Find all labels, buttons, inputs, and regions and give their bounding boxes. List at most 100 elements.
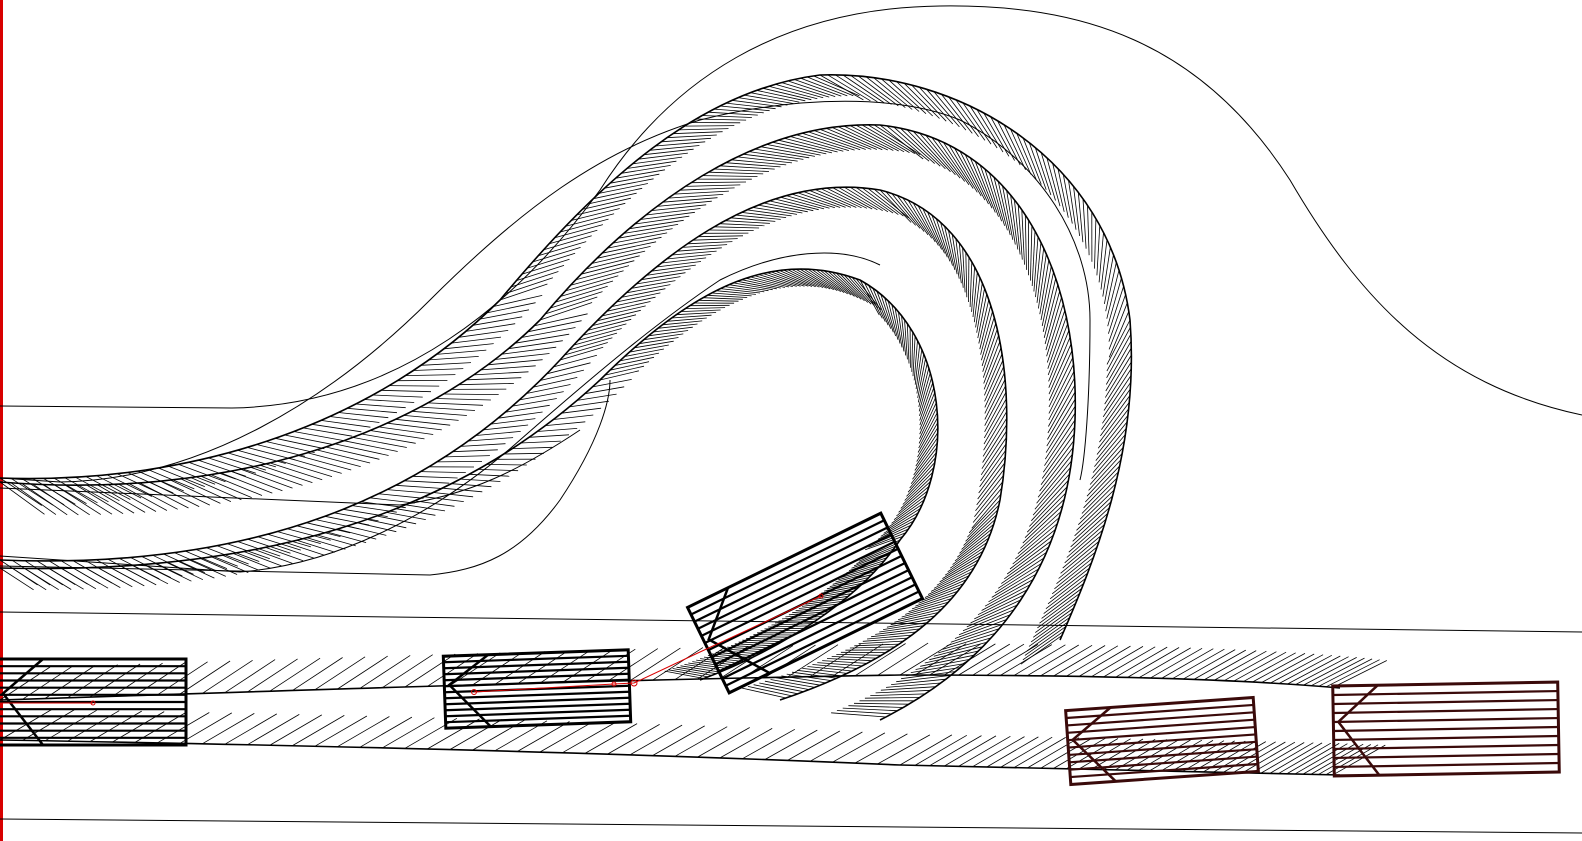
- fan-line: [901, 315, 907, 356]
- fan-line: [1048, 357, 1074, 408]
- fan-line: [918, 407, 938, 444]
- fan-line: [36, 560, 76, 585]
- fan-line: [1028, 142, 1047, 190]
- hatch-line: [1333, 752, 1559, 760]
- fan-line: [661, 137, 712, 143]
- fan-line: [915, 590, 958, 607]
- fan-line: [938, 637, 992, 654]
- hatch-line: [1333, 734, 1559, 742]
- fan-line: [698, 235, 744, 238]
- fan-line: [615, 169, 666, 179]
- fan-line: [1066, 524, 1105, 558]
- fan-line: [954, 533, 991, 562]
- fan-line: [480, 365, 536, 371]
- fan-outer-loop: [0, 124, 1077, 721]
- fan-line: [1105, 347, 1132, 392]
- fan-line: [1252, 742, 1305, 774]
- fan-line: [912, 447, 938, 480]
- fan-line: [685, 307, 726, 309]
- fan-line: [621, 288, 666, 298]
- fan-line: [553, 414, 594, 420]
- fan-line: [483, 424, 529, 431]
- fan-line: [984, 366, 1005, 408]
- fan-line: [198, 459, 246, 477]
- fan-line: [250, 466, 303, 486]
- fan-line: [912, 336, 916, 377]
- fan-line: [906, 467, 935, 497]
- fan-spine: [0, 739, 1341, 776]
- hatch-line: [1067, 725, 1256, 742]
- fan-line: [886, 125, 930, 162]
- fan-line: [403, 415, 459, 421]
- fan-line: [107, 484, 157, 512]
- fan-line: [1053, 645, 1106, 677]
- fan-line: [984, 372, 1005, 414]
- fan-outermost-loop: [0, 74, 1133, 665]
- fan-line: [880, 686, 936, 691]
- fan-line: [958, 614, 1011, 636]
- fan-line: [948, 96, 979, 138]
- fan-line: [582, 323, 627, 336]
- fan-line: [753, 684, 798, 695]
- fan-line: [918, 587, 961, 604]
- fan-line: [387, 489, 433, 494]
- fan-line: [679, 187, 735, 191]
- fan-line: [503, 452, 545, 455]
- fan-line: [991, 568, 1040, 598]
- fan-line: [919, 387, 935, 426]
- fan-line: [562, 649, 614, 683]
- fan-line: [919, 392, 936, 430]
- fan-line: [472, 316, 523, 326]
- fan-line: [174, 552, 217, 571]
- fan-line: [1022, 630, 1065, 661]
- fan-line: [587, 192, 637, 205]
- fan-line: [233, 553, 271, 569]
- fan-line: [96, 559, 136, 582]
- fan-line: [152, 554, 194, 575]
- fan-line: [796, 134, 850, 151]
- fan-line: [1242, 741, 1296, 773]
- hatch-line: [1066, 703, 1254, 720]
- fan-line: [130, 557, 171, 578]
- fan-line: [1086, 459, 1122, 497]
- fan-line: [976, 469, 1005, 506]
- fan-line: [372, 394, 423, 398]
- fan-line: [862, 637, 908, 642]
- fan-line: [179, 660, 231, 695]
- fan-line: [443, 343, 494, 350]
- fan-line: [1041, 272, 1054, 327]
- fan-line: [873, 124, 921, 156]
- fan-line: [948, 144, 978, 193]
- fan-line: [420, 406, 476, 411]
- fan-line: [916, 427, 939, 462]
- fan-line: [222, 554, 260, 571]
- fan-line: [651, 264, 696, 272]
- fan-line: [1048, 343, 1072, 395]
- fan-line: [1233, 651, 1287, 682]
- fan-line: [908, 598, 952, 613]
- fan-line: [791, 671, 837, 679]
- fan-line: [376, 515, 417, 525]
- fan-line: [237, 541, 281, 557]
- fan-line: [1106, 326, 1131, 372]
- fan-line: [0, 481, 45, 515]
- fan-line: [638, 337, 679, 345]
- hatch-line: [694, 526, 889, 623]
- fan-line: [770, 679, 815, 688]
- fan-line: [451, 336, 502, 344]
- fan-line: [668, 669, 709, 678]
- fan-line: [206, 547, 249, 565]
- fan-line: [733, 282, 773, 291]
- fan-line: [1085, 465, 1121, 503]
- fan-line: [631, 280, 676, 289]
- fan-line: [521, 327, 576, 338]
- fan-line: [745, 277, 785, 288]
- fan-line: [899, 734, 953, 766]
- fan-line: [942, 633, 996, 650]
- fan-line: [1064, 529, 1103, 564]
- fan-line: [404, 717, 458, 749]
- fan-line: [972, 643, 1025, 676]
- fan-line: [859, 279, 880, 316]
- fan-line: [917, 205, 939, 246]
- fan-line: [656, 261, 702, 268]
